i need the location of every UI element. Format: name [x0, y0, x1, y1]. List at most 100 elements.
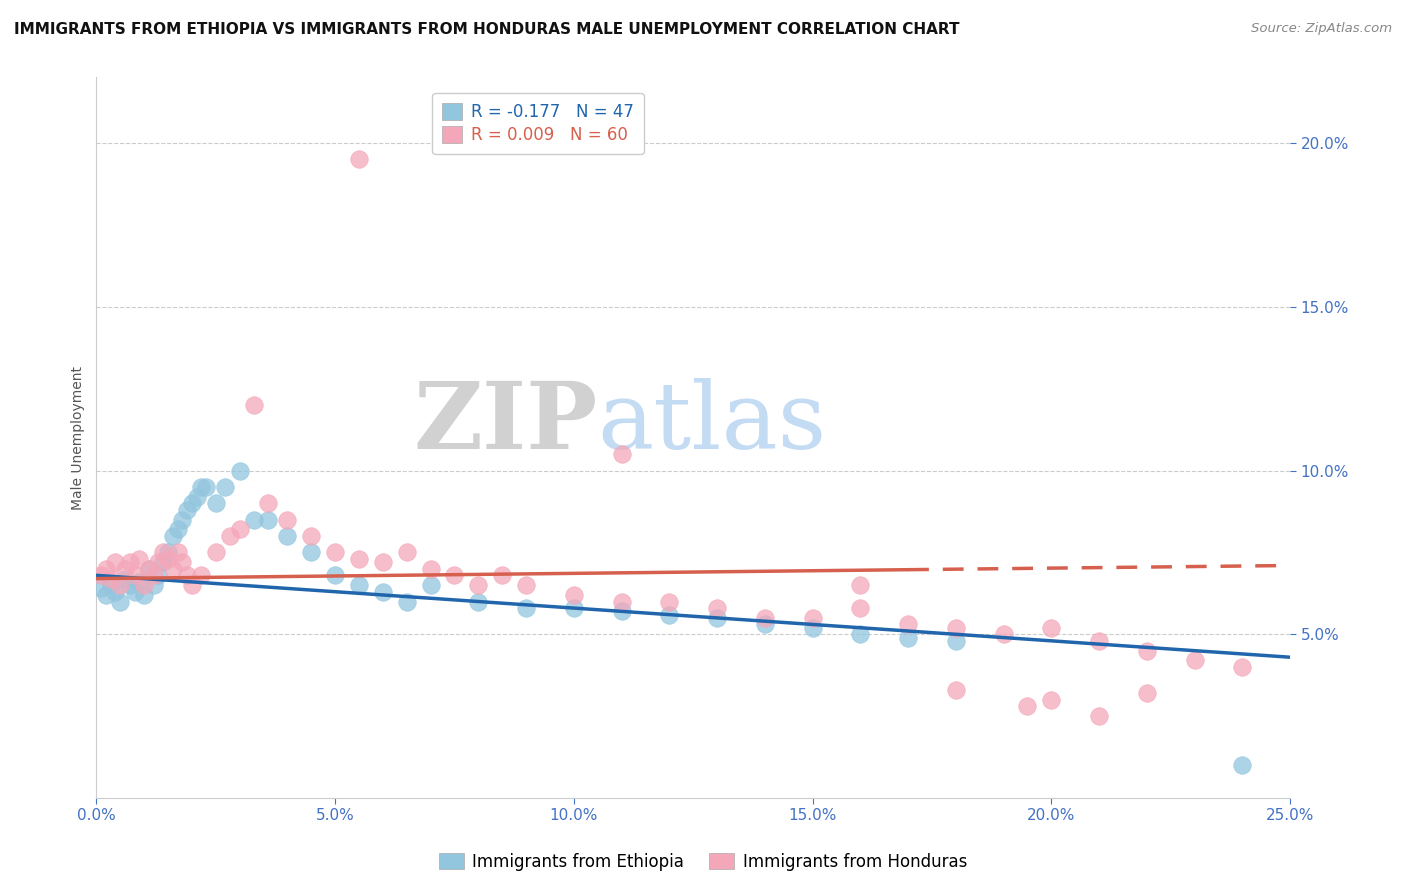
Point [100, 572, 122, 586]
Point [172, 513, 194, 527]
Point [1136, 686, 1159, 700]
Point [1017, 699, 1039, 714]
Point [706, 601, 728, 615]
Point [228, 463, 250, 477]
Point [104, 555, 127, 569]
Point [156, 545, 179, 559]
Point [128, 552, 150, 566]
Text: atlas: atlas [598, 378, 827, 468]
Point [610, 604, 633, 618]
Point [152, 555, 174, 569]
Point [132, 578, 155, 592]
Point [323, 545, 346, 559]
Point [299, 529, 322, 543]
Point [371, 584, 394, 599]
Point [114, 572, 136, 586]
Point [993, 627, 1015, 641]
Point [658, 594, 681, 608]
Point [90, 568, 112, 582]
Point [228, 523, 250, 537]
Point [176, 503, 198, 517]
Point [371, 555, 394, 569]
Point [562, 588, 585, 602]
Point [1136, 643, 1159, 657]
Point [94, 588, 117, 602]
Point [104, 584, 127, 599]
Point [148, 555, 170, 569]
Point [243, 513, 266, 527]
Point [94, 562, 117, 576]
Point [395, 594, 418, 608]
Point [897, 631, 920, 645]
Point [467, 594, 489, 608]
Point [124, 584, 146, 599]
Point [849, 601, 872, 615]
Point [190, 480, 212, 494]
Text: ZIP: ZIP [413, 378, 598, 468]
Point [148, 568, 170, 582]
Point [118, 555, 141, 569]
Point [754, 617, 776, 632]
Point [419, 562, 441, 576]
Point [1040, 621, 1063, 635]
Point [172, 555, 194, 569]
Point [562, 601, 585, 615]
Point [219, 529, 242, 543]
Point [945, 683, 967, 698]
Point [1184, 653, 1206, 667]
Point [347, 552, 370, 566]
Point [754, 611, 776, 625]
Point [276, 529, 298, 543]
Point [138, 562, 160, 576]
Point [142, 568, 165, 582]
Point [467, 578, 489, 592]
Y-axis label: Male Unemployment: Male Unemployment [72, 366, 86, 509]
Point [299, 545, 322, 559]
Point [347, 578, 370, 592]
Point [945, 633, 967, 648]
Point [204, 496, 226, 510]
Point [90, 582, 112, 596]
Point [186, 490, 208, 504]
Point [118, 578, 141, 592]
Point [801, 611, 824, 625]
Point [1040, 693, 1063, 707]
Point [176, 568, 198, 582]
Point [610, 594, 633, 608]
Point [166, 523, 188, 537]
Point [1088, 633, 1111, 648]
Point [195, 480, 218, 494]
Point [897, 617, 920, 632]
Point [214, 480, 236, 494]
Point [945, 621, 967, 635]
Point [801, 621, 824, 635]
Point [1088, 709, 1111, 723]
Point [156, 552, 179, 566]
Point [152, 545, 174, 559]
Point [114, 562, 136, 576]
Point [1232, 660, 1254, 674]
Point [190, 568, 212, 582]
Point [443, 568, 465, 582]
Legend: Immigrants from Ethiopia, Immigrants from Honduras: Immigrants from Ethiopia, Immigrants fro… [430, 845, 976, 880]
Point [610, 447, 633, 461]
Point [419, 578, 441, 592]
Point [849, 578, 872, 592]
Point [110, 578, 132, 592]
Point [515, 601, 537, 615]
Point [658, 607, 681, 622]
Point [515, 578, 537, 592]
Point [395, 545, 418, 559]
Point [347, 153, 370, 167]
Point [1232, 758, 1254, 772]
Point [706, 611, 728, 625]
Point [276, 513, 298, 527]
Point [138, 562, 160, 576]
Point [243, 398, 266, 412]
Point [180, 496, 202, 510]
Point [162, 562, 184, 576]
Text: Source: ZipAtlas.com: Source: ZipAtlas.com [1251, 22, 1392, 36]
Point [204, 545, 226, 559]
Point [132, 588, 155, 602]
Point [180, 578, 202, 592]
